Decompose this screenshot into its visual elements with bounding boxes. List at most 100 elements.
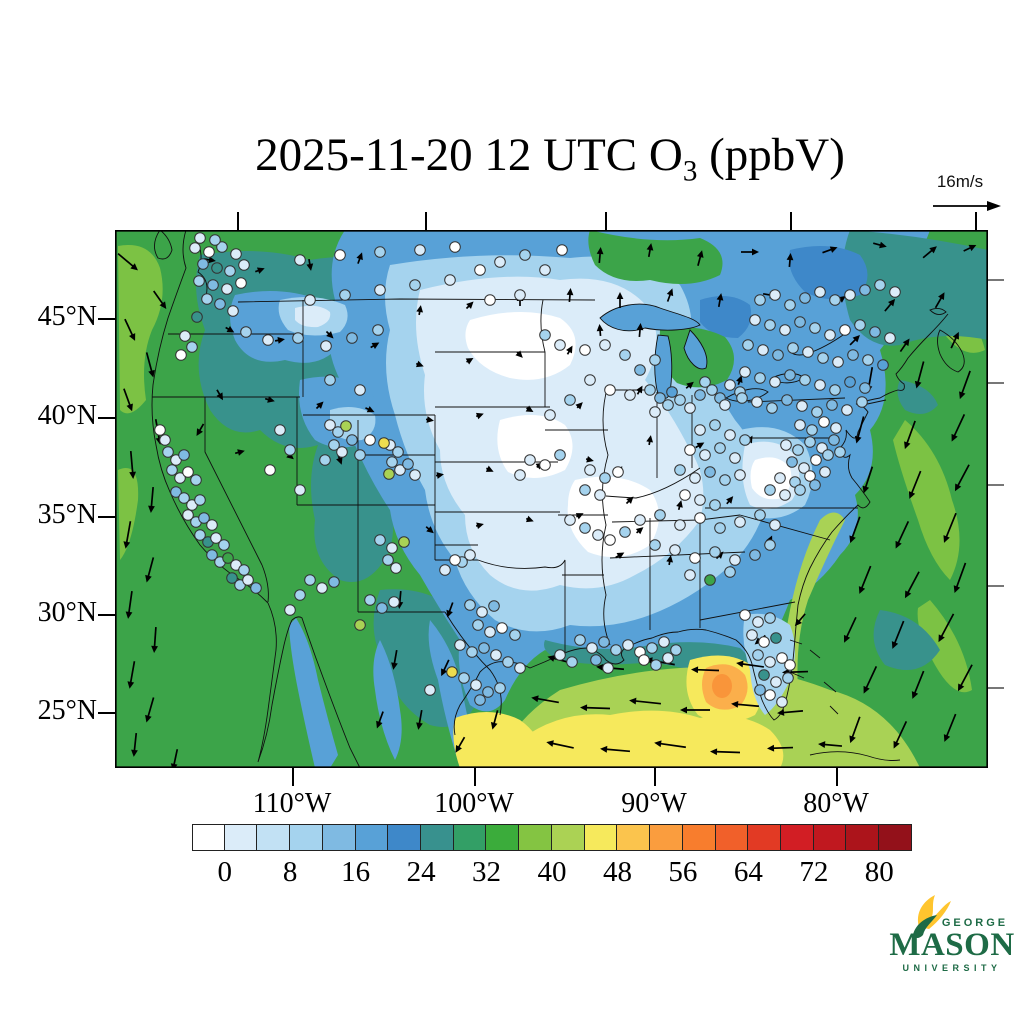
station-marker: [746, 629, 758, 641]
axis-tick: [836, 768, 838, 786]
station-marker: [749, 549, 761, 561]
station-marker: [839, 324, 851, 336]
station-marker: [782, 672, 794, 684]
station-marker: [650, 659, 662, 671]
wind-arrow: [943, 713, 957, 742]
station-marker: [784, 369, 796, 381]
wind-arrow: [716, 293, 724, 308]
wind-arrow: [666, 555, 674, 566]
colorbar-cell: [748, 824, 781, 851]
wind-arrow: [255, 267, 265, 274]
wind-arrow: [777, 709, 804, 716]
ozone-map: [114, 229, 989, 769]
wind-arrow: [123, 521, 132, 549]
wind-arrow: [695, 442, 705, 449]
station-marker: [679, 489, 691, 501]
wind-arrow: [123, 388, 133, 412]
station-marker: [804, 436, 816, 448]
station-marker: [496, 622, 508, 634]
station-marker: [770, 632, 782, 644]
station-marker: [699, 376, 711, 388]
station-marker: [739, 434, 751, 446]
station-marker: [799, 292, 811, 304]
station-marker: [324, 419, 336, 431]
station-marker: [519, 249, 531, 261]
station-marker: [739, 609, 751, 621]
station-marker: [649, 539, 661, 551]
station-marker: [304, 574, 316, 586]
wind-arrow: [636, 385, 643, 395]
station-marker: [466, 646, 478, 658]
wind-arrow: [691, 666, 720, 674]
station-marker: [336, 446, 348, 458]
station-marker: [488, 600, 500, 612]
wind-arrow: [465, 358, 474, 365]
station-marker: [772, 349, 784, 361]
station-marker: [376, 602, 388, 614]
station-marker: [602, 662, 614, 674]
station-marker: [579, 522, 591, 534]
station-marker: [564, 394, 576, 406]
wind-arrow: [531, 695, 559, 704]
wind-arrow: [616, 292, 624, 308]
station-marker: [554, 649, 566, 661]
station-marker: [464, 549, 476, 561]
wind-arrow: [685, 381, 694, 389]
station-marker: [841, 404, 853, 416]
station-marker: [742, 339, 754, 351]
station-marker: [170, 486, 182, 498]
station-marker: [794, 419, 806, 431]
wind-arrow: [904, 571, 920, 599]
station-marker: [724, 566, 736, 578]
station-marker: [470, 679, 482, 691]
station-marker: [766, 402, 778, 414]
station-marker: [388, 596, 400, 608]
colorbar: [192, 824, 912, 851]
station-marker: [238, 259, 250, 271]
station-marker: [539, 459, 551, 471]
station-marker: [752, 649, 764, 661]
station-marker: [736, 392, 748, 404]
station-marker: [346, 434, 358, 446]
station-marker: [539, 329, 551, 341]
wind-arrow: [893, 721, 908, 749]
station-marker: [719, 399, 731, 411]
station-marker: [714, 442, 726, 454]
wind-arrow: [680, 706, 710, 714]
wind-arrow: [818, 741, 843, 748]
station-marker: [319, 454, 331, 466]
wind-arrow: [726, 496, 734, 505]
station-marker: [646, 642, 658, 654]
station-marker: [186, 341, 198, 353]
station-marker: [624, 389, 636, 401]
wind-vector-layer: [117, 241, 977, 768]
station-marker: [809, 322, 821, 334]
station-marker: [694, 389, 706, 401]
station-marker: [819, 466, 831, 478]
wind-arrow: [575, 402, 583, 410]
wind-arrow: [908, 470, 922, 499]
station-marker: [189, 242, 201, 254]
axis-tick: [98, 417, 115, 419]
wind-reference-arrow-icon: [933, 201, 1001, 211]
station-marker: [684, 569, 696, 581]
station-marker: [197, 258, 209, 270]
wind-arrow: [891, 620, 905, 649]
station-marker: [834, 446, 846, 458]
station-marker: [810, 454, 822, 466]
station-marker: [694, 512, 706, 524]
station-marker: [474, 264, 486, 276]
colorbar-tick-label: 64: [733, 856, 763, 888]
wind-arrow: [416, 305, 424, 316]
station-marker: [779, 489, 791, 501]
station-marker: [684, 444, 696, 456]
station-marker: [584, 374, 596, 386]
wind-arrow: [646, 435, 654, 446]
colorbar-cell: [322, 824, 356, 851]
station-marker: [472, 619, 484, 631]
station-marker: [509, 629, 521, 641]
wind-arrow: [325, 330, 334, 339]
axis-tick: [988, 484, 1004, 486]
station-marker: [784, 299, 796, 311]
station-marker: [328, 439, 340, 451]
